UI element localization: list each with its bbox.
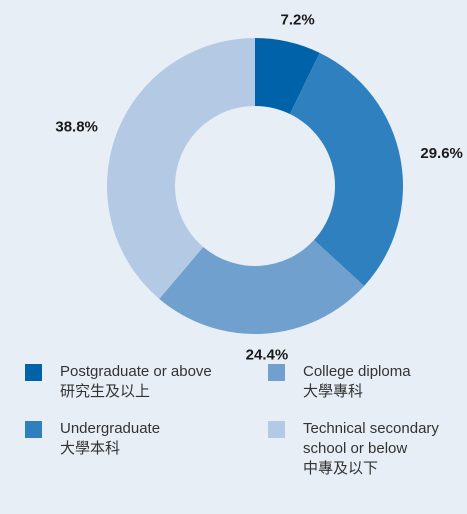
legend-label: 大學專科 [303,382,363,400]
legend-swatch [25,421,42,438]
legend-label: College diploma [303,363,411,380]
legend-label: Undergraduate [60,420,160,437]
donut-slice [107,38,255,299]
donut-slice [289,52,403,286]
slice-label: 24.4% [246,347,289,364]
legend-label: school or below [303,440,407,457]
legend-swatch [268,364,285,381]
legend-label: 中專及以下 [303,460,378,477]
legend-label: 大學本科 [60,439,120,457]
slice-label: 7.2% [281,11,315,28]
legend-label: Postgraduate or above [60,363,212,380]
legend-label: 研究生及以上 [60,383,150,400]
legend-swatch [268,421,285,438]
donut-slice [159,240,365,335]
slice-label: 29.6% [420,145,463,162]
legend-label: Technical secondary [303,420,439,437]
donut-slice [255,38,320,115]
slice-label: 38.8% [55,118,98,135]
legend-swatch [25,364,42,381]
